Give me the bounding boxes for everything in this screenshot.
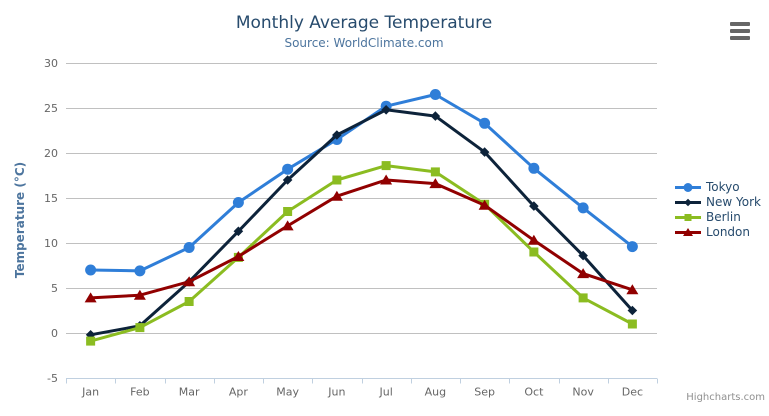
x-axis-label: Jun <box>327 386 345 399</box>
series-line-london[interactable] <box>89 178 634 300</box>
highcharts-credit-link[interactable]: Highcharts.com <box>686 392 765 403</box>
legend-item-berlin[interactable]: Berlin <box>675 210 761 225</box>
data-point[interactable] <box>626 241 638 253</box>
y-axis-label: 0 <box>51 327 58 340</box>
data-point[interactable] <box>429 89 441 100</box>
y-axis-label: 30 <box>44 57 58 70</box>
y-axis-label: 20 <box>44 147 58 160</box>
y-axis-label: 10 <box>44 237 58 250</box>
y-axis-label: 15 <box>44 192 58 205</box>
data-point[interactable] <box>577 202 589 214</box>
legend-item-new-york[interactable]: New York <box>675 195 761 210</box>
series-line-berlin[interactable] <box>89 164 634 343</box>
data-point[interactable] <box>330 190 343 201</box>
x-axis-label: Oct <box>524 386 544 399</box>
data-point[interactable] <box>578 293 588 303</box>
data-point[interactable] <box>86 336 96 346</box>
series-line-new-york[interactable] <box>89 108 634 337</box>
x-axis-label: Aug <box>425 386 446 399</box>
data-point[interactable] <box>479 147 490 157</box>
hamburger-bar <box>730 36 750 40</box>
data-point[interactable] <box>479 117 491 129</box>
data-point[interactable] <box>233 226 244 237</box>
data-point[interactable] <box>380 174 393 185</box>
hamburger-icon <box>730 22 750 40</box>
chart-title: Monthly Average Temperature <box>235 13 493 33</box>
data-point[interactable] <box>528 162 540 174</box>
data-point[interactable] <box>429 178 442 189</box>
legend-item-london[interactable]: London <box>675 225 761 240</box>
data-point[interactable] <box>85 264 97 276</box>
new-york-diamond-marker-icon <box>675 198 701 207</box>
data-point[interactable] <box>84 292 97 303</box>
y-axis-label: 5 <box>51 282 58 295</box>
export-menu-button[interactable] <box>728 20 754 42</box>
legend-label: Berlin <box>706 210 741 224</box>
data-point[interactable] <box>134 265 146 277</box>
data-point[interactable] <box>133 289 146 300</box>
x-axis-label: Feb <box>130 386 149 399</box>
legend-label: New York <box>706 195 761 209</box>
x-axis-label: Dec <box>622 386 643 399</box>
x-axis-label: Apr <box>229 386 249 399</box>
data-point[interactable] <box>627 305 638 316</box>
legend-label: Tokyo <box>706 180 740 194</box>
data-point[interactable] <box>529 201 539 211</box>
data-point[interactable] <box>478 199 491 210</box>
x-axis-label: May <box>276 386 299 399</box>
data-point[interactable] <box>232 197 244 208</box>
x-axis-label: Mar <box>179 386 200 399</box>
data-point[interactable] <box>627 319 637 329</box>
data-point[interactable] <box>332 175 342 185</box>
data-point[interactable] <box>332 130 342 140</box>
hamburger-bar <box>730 29 750 33</box>
data-point[interactable] <box>527 234 540 245</box>
data-point[interactable] <box>430 111 441 121</box>
y-axis-label: 25 <box>44 102 58 115</box>
data-point[interactable] <box>282 163 294 175</box>
data-point[interactable] <box>184 297 194 306</box>
chart-subtitle: Source: WorldClimate.com <box>284 36 444 50</box>
legend-item-tokyo[interactable]: Tokyo <box>675 180 761 195</box>
data-point[interactable] <box>183 276 196 287</box>
data-point[interactable] <box>135 323 145 333</box>
data-point[interactable] <box>626 284 639 295</box>
x-axis-label: Nov <box>572 386 594 399</box>
legend-label: London <box>706 225 750 239</box>
data-point[interactable] <box>430 167 440 177</box>
x-axis-label: Jan <box>81 386 99 399</box>
london-triangle-marker-icon <box>675 228 701 236</box>
data-point[interactable] <box>85 330 96 340</box>
tokyo-circle-marker-icon <box>675 183 701 192</box>
legend: Tokyo New York Berlin London <box>675 180 761 240</box>
y-axis-label: -5 <box>47 372 58 385</box>
data-point[interactable] <box>183 242 195 253</box>
berlin-square-marker-icon <box>675 214 701 221</box>
data-point[interactable] <box>281 220 294 231</box>
x-axis-label: Sep <box>474 386 495 399</box>
hamburger-bar <box>730 22 750 26</box>
data-point[interactable] <box>381 161 391 171</box>
data-point[interactable] <box>577 268 590 279</box>
data-point[interactable] <box>529 247 539 257</box>
data-point[interactable] <box>283 207 293 216</box>
data-point[interactable] <box>381 105 391 115</box>
data-point[interactable] <box>282 175 293 185</box>
x-axis-label: Jul <box>378 386 392 399</box>
data-point[interactable] <box>232 251 245 261</box>
data-point[interactable] <box>578 250 588 261</box>
